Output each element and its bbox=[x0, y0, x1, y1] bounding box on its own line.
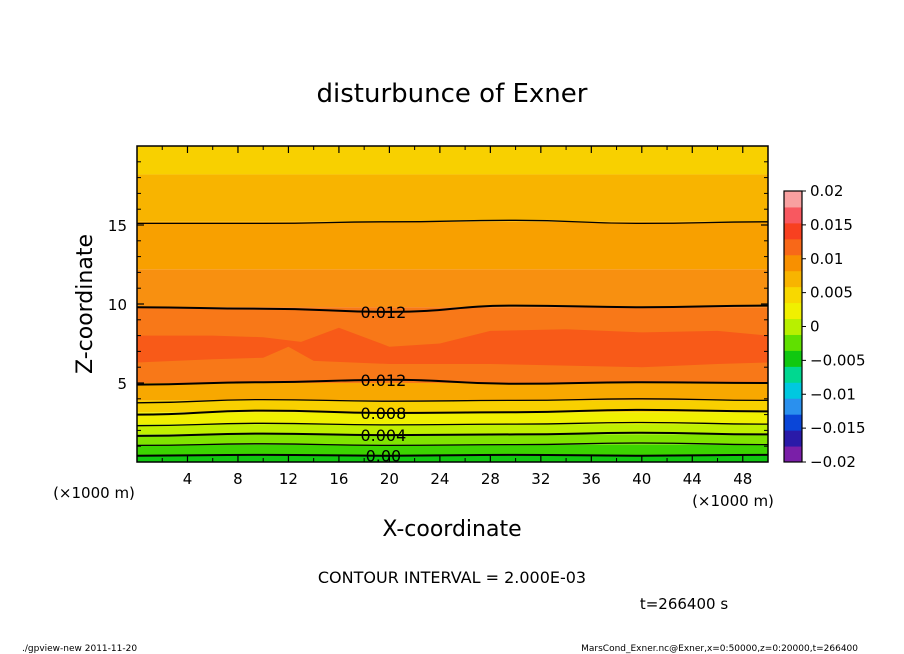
contour-band bbox=[137, 146, 768, 175]
x-tick-label: 48 bbox=[733, 470, 752, 488]
contour-band bbox=[137, 444, 768, 456]
colorbar-tick-label: −0.015 bbox=[810, 419, 866, 437]
contour-band bbox=[137, 424, 768, 435]
contour-label: 0.004 bbox=[360, 426, 406, 445]
colorbar-swatch bbox=[784, 286, 802, 304]
contour-label: 0.012 bbox=[360, 371, 406, 390]
contour-label: 0.012 bbox=[360, 303, 406, 322]
colorbar-swatch bbox=[784, 270, 802, 288]
y-tick-label: 10 bbox=[108, 296, 127, 314]
contour-band bbox=[137, 434, 768, 445]
colorbar: 0.02 0.015 0.01 0.005 0 −0.005 −0.01 −0.015 −0.0… bbox=[783, 182, 866, 471]
time-text: t=266400 s bbox=[640, 595, 728, 613]
x-tick-label: 20 bbox=[380, 470, 399, 488]
x-tick-label: 24 bbox=[430, 470, 449, 488]
colorbar-tick-label: −0.01 bbox=[810, 385, 856, 403]
contour-line bbox=[136, 378, 769, 386]
contour-line bbox=[136, 398, 769, 404]
x-unit-note: (×1000 m) bbox=[692, 492, 774, 510]
colorbar-tick-label: 0.02 bbox=[810, 182, 843, 200]
y-unit-note: (×1000 m) bbox=[53, 484, 135, 502]
colorbar-swatch bbox=[784, 318, 802, 335]
x-tick-label: 44 bbox=[683, 470, 702, 488]
contour-label: 0.008 bbox=[360, 404, 406, 423]
colorbar-swatch bbox=[784, 398, 802, 415]
colorbar-swatch bbox=[784, 302, 802, 320]
contour-band-maximum bbox=[137, 327, 768, 368]
x-tick-label: 16 bbox=[329, 470, 348, 488]
contour-line bbox=[136, 442, 769, 447]
footer-right: MarsCond_Exner.nc@Exner,x=0:50000,z=0:20… bbox=[581, 644, 858, 654]
contour-band bbox=[137, 221, 768, 270]
x-tick-label: 8 bbox=[233, 470, 243, 488]
x-tick-label: 40 bbox=[632, 470, 651, 488]
chart-title: disturbunce of Exner bbox=[317, 79, 588, 109]
contour-line bbox=[136, 304, 769, 313]
contour-band bbox=[137, 400, 768, 413]
contour-line bbox=[136, 408, 769, 416]
contour-label: 0.00 bbox=[366, 447, 402, 466]
y-axis-label: Z-coordinate bbox=[73, 234, 98, 374]
colorbar-swatch bbox=[784, 222, 802, 240]
contour-interval-text: CONTOUR INTERVAL = 2.000E-03 bbox=[318, 568, 586, 587]
colorbar-swatch bbox=[784, 238, 802, 256]
contour-line bbox=[136, 431, 769, 437]
colorbar-tick-label: 0 bbox=[810, 318, 820, 336]
contour-band bbox=[137, 269, 768, 308]
x-tick-label: 28 bbox=[481, 470, 500, 488]
colorbar-swatch bbox=[784, 414, 802, 431]
contour-line bbox=[136, 453, 769, 457]
plot-area bbox=[137, 146, 768, 462]
x-tick-label: 12 bbox=[279, 470, 298, 488]
colorbar-swatch bbox=[784, 206, 802, 224]
colorbar-tick-label: 0.005 bbox=[810, 284, 853, 302]
x-tick-label: 4 bbox=[183, 470, 193, 488]
y-tick-label: 15 bbox=[108, 217, 127, 235]
colorbar-swatch bbox=[784, 254, 802, 272]
colorbar-tick-label: −0.005 bbox=[810, 351, 866, 369]
colorbar-swatch bbox=[784, 382, 802, 399]
y-axis: 5 10 15 bbox=[108, 161, 768, 447]
colorbar-swatch bbox=[784, 430, 802, 447]
contour-band bbox=[137, 174, 768, 222]
colorbar-tick-label: −0.02 bbox=[810, 453, 856, 471]
x-axis: 4 8 12 16 20 24 28 32 36 40 44 48 bbox=[136, 146, 769, 488]
colorbar-swatch bbox=[784, 191, 802, 208]
x-axis-label: X-coordinate bbox=[382, 517, 521, 542]
contour-band bbox=[137, 455, 768, 462]
contour-band bbox=[137, 383, 768, 401]
contour-line bbox=[136, 219, 769, 225]
footer-left: ./gpview-new 2011-11-20 bbox=[22, 644, 137, 654]
colorbar-tick-label: 0.01 bbox=[810, 250, 843, 268]
colorbar-swatch bbox=[784, 334, 802, 351]
contour-line bbox=[136, 421, 769, 427]
y-tick-label: 5 bbox=[117, 375, 127, 393]
colorbar-swatch bbox=[784, 366, 802, 383]
colorbar-swatch bbox=[784, 446, 802, 463]
contour-lines: 0.00 0.004 0.008 0.012 0.012 bbox=[136, 219, 769, 466]
colorbar-swatch bbox=[784, 350, 802, 367]
contour-band bbox=[137, 412, 768, 425]
colorbar-tick-label: 0.015 bbox=[810, 216, 853, 234]
x-tick-label: 36 bbox=[582, 470, 601, 488]
x-tick-label: 32 bbox=[531, 470, 550, 488]
